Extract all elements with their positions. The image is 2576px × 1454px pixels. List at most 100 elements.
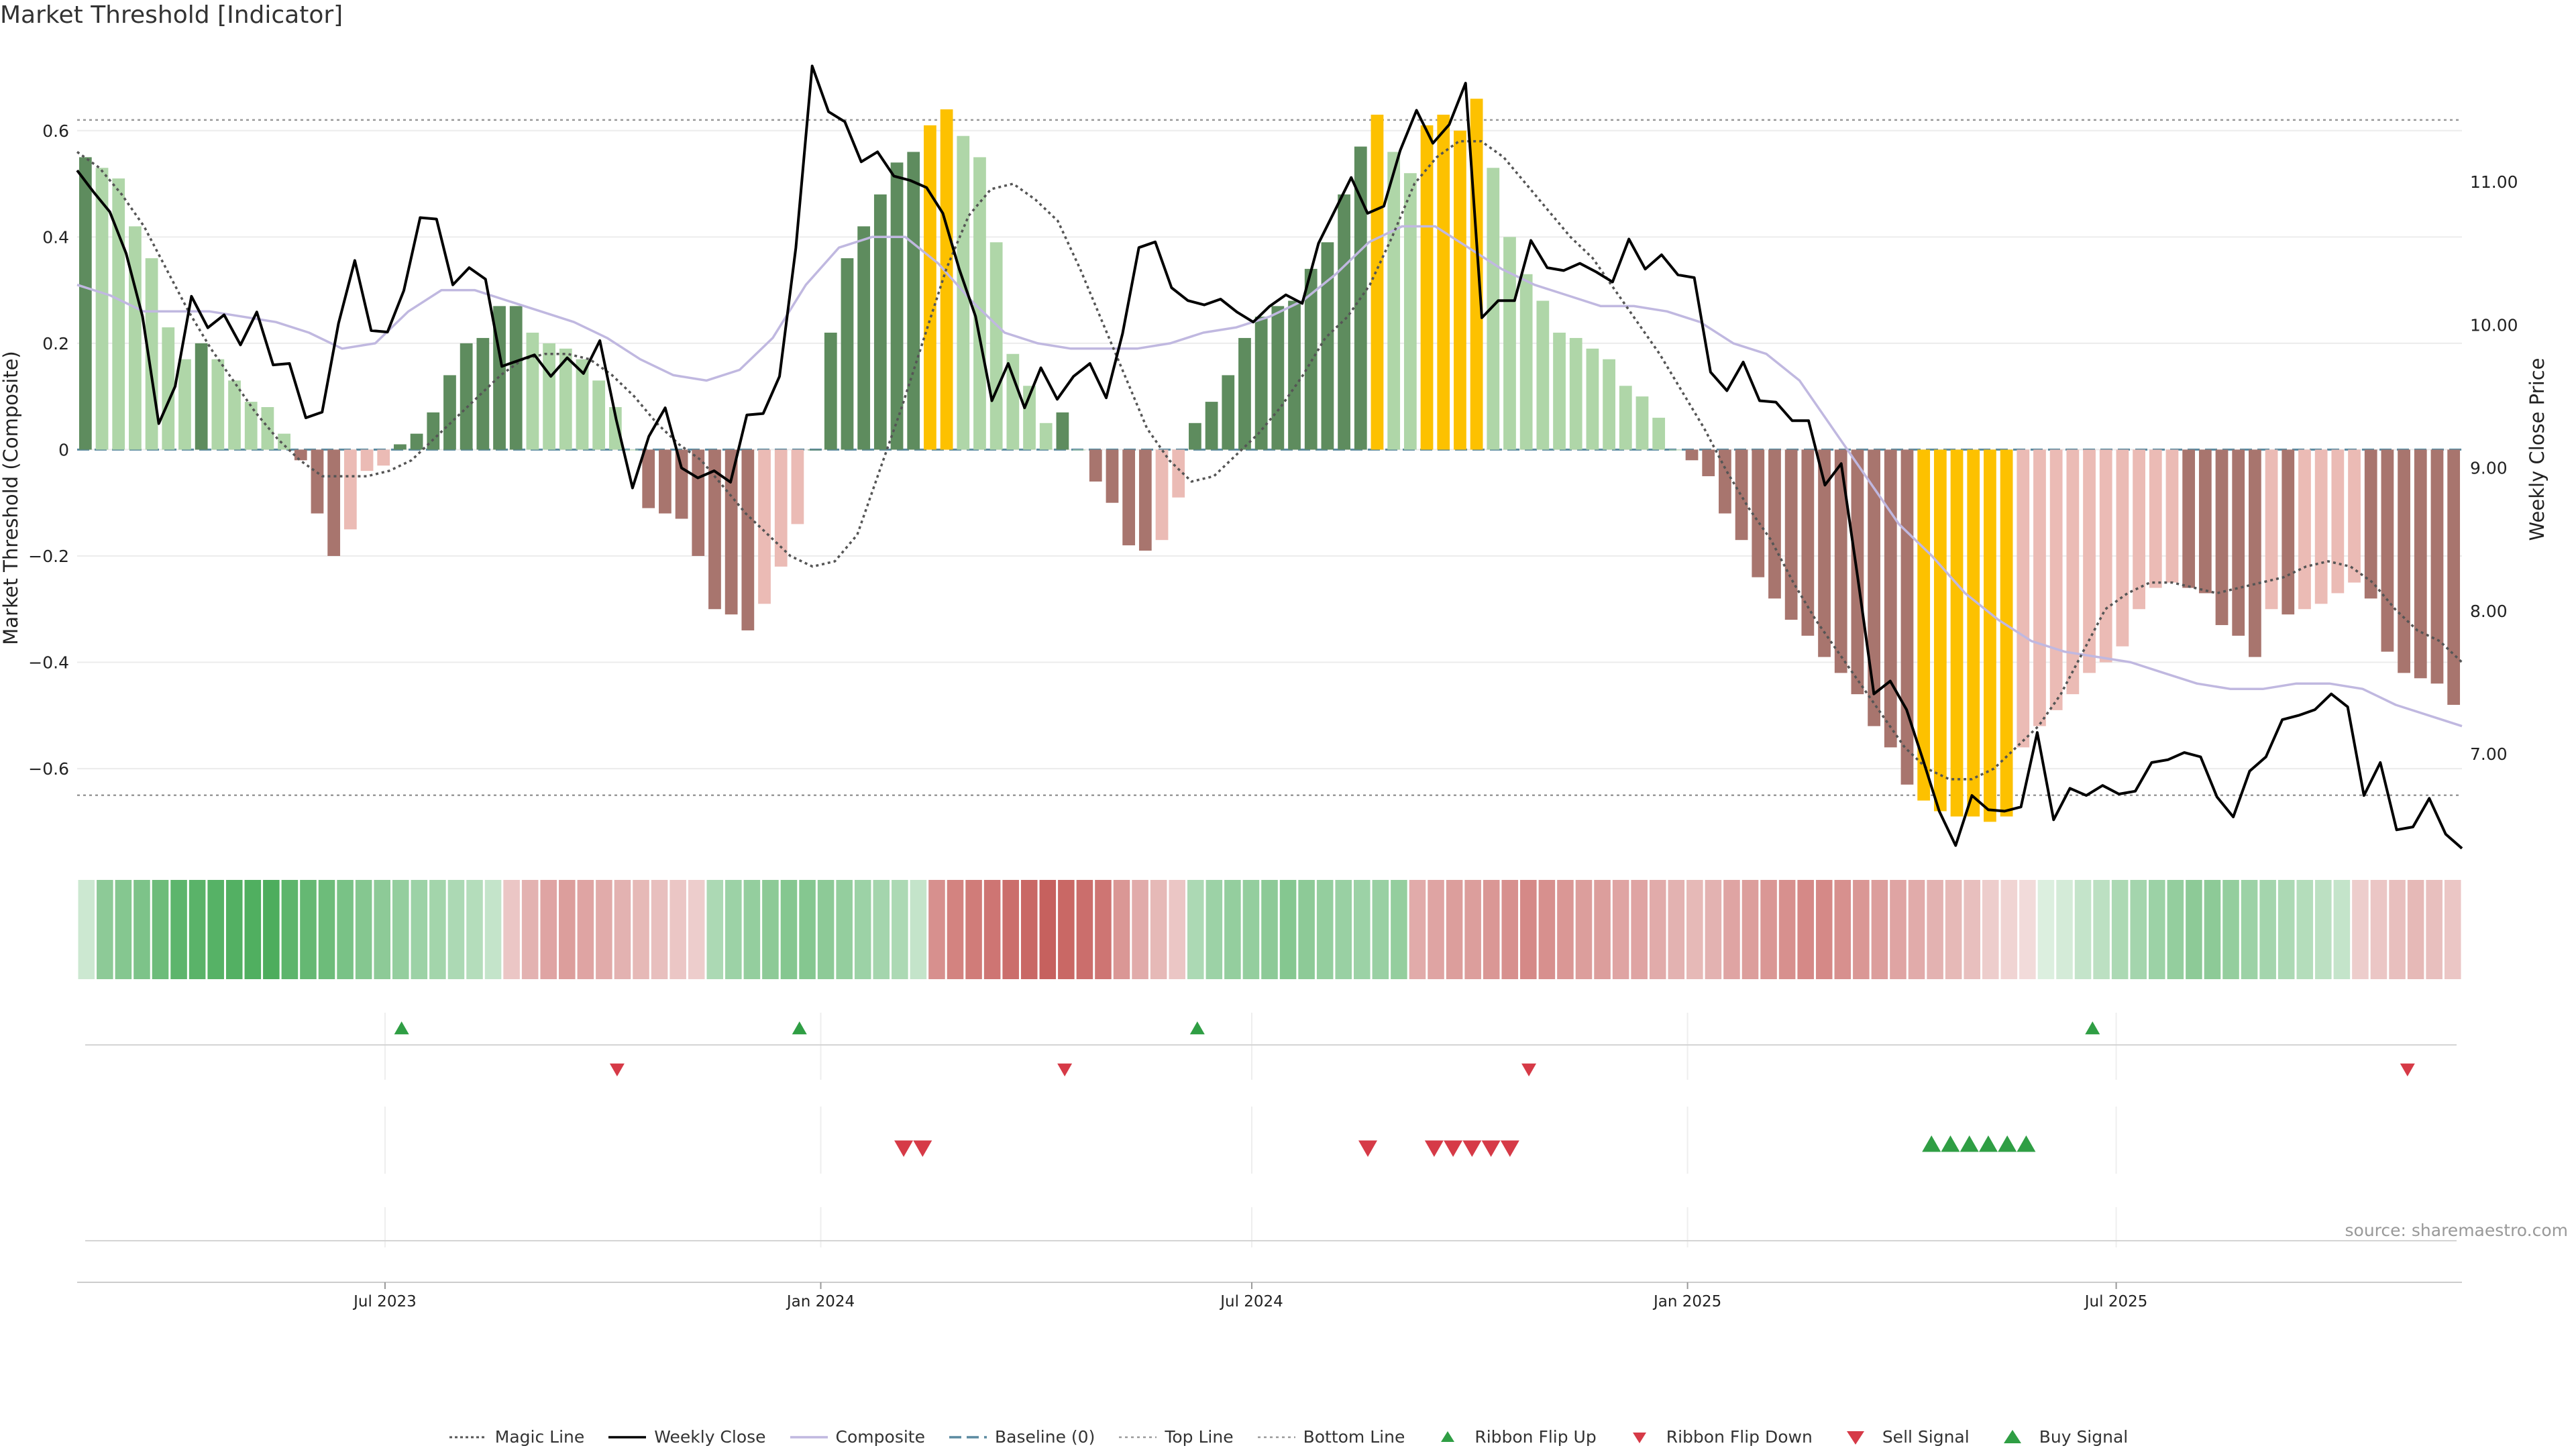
- ribbon-cell: [1298, 880, 1315, 979]
- ribbon-cell: [1741, 880, 1759, 979]
- composite-bar: [675, 449, 688, 519]
- left-tick-label: 0.4: [42, 227, 69, 247]
- buy-signal-marker: [1922, 1135, 1941, 1152]
- composite-bar: [1635, 396, 1649, 450]
- composite-bar: [2381, 449, 2394, 652]
- composite-bar: [1536, 300, 1550, 450]
- composite-bar: [1238, 337, 1251, 450]
- legend-label: Ribbon Flip Down: [1666, 1427, 1813, 1447]
- composite-bar: [228, 380, 241, 450]
- composite-bar: [841, 258, 854, 450]
- composite-bar: [708, 449, 721, 610]
- ribbon-cell: [1834, 880, 1851, 979]
- left-tick-label: 0.6: [42, 121, 69, 141]
- composite-bar: [2298, 449, 2311, 610]
- legend: Magic Line Weekly Close Composite Baseline …: [0, 1427, 2576, 1454]
- legend-label: Ribbon Flip Up: [1474, 1427, 1597, 1447]
- composite-bar: [2198, 449, 2212, 594]
- legend-item: Magic Line: [448, 1427, 584, 1447]
- x-tick-label: Jul 2023: [352, 1293, 417, 1310]
- ribbon-cell: [2444, 880, 2461, 979]
- ribbon-cell: [2019, 880, 2036, 979]
- composite-bar: [1801, 449, 1815, 636]
- ribbon-cell: [614, 880, 631, 979]
- legend-label: Sell Signal: [1882, 1427, 1970, 1447]
- composite-bar: [1603, 359, 1615, 450]
- composite-bar: [1222, 375, 1235, 450]
- ribbon-cell: [1612, 880, 1629, 979]
- composite-bar: [1254, 317, 1268, 450]
- left-tick-label: 0: [58, 440, 69, 459]
- ribbon-cell: [2352, 880, 2369, 979]
- composite-bar: [625, 449, 639, 451]
- ribbon-cell: [1815, 880, 1833, 979]
- sell-signal-marker: [1444, 1140, 1463, 1157]
- composite-bar: [642, 449, 655, 508]
- buy-signal-marker: [1960, 1135, 1979, 1152]
- ribbon-cell: [78, 880, 95, 979]
- ribbon-cell: [207, 880, 224, 979]
- right-axis-title: Weekly Close Price: [2526, 358, 2548, 541]
- composite-bar: [294, 449, 307, 461]
- ribbon-cell: [688, 880, 705, 979]
- legend-symbol-icon: [448, 1429, 488, 1445]
- legend-item: Ribbon Flip Up: [1428, 1427, 1597, 1447]
- composite-bar: [2066, 449, 2080, 695]
- grid-lines: [77, 129, 2462, 1247]
- composite-bar: [509, 306, 523, 450]
- left-tick-label: −0.4: [28, 653, 69, 673]
- composite-bar: [2249, 449, 2261, 657]
- ribbon-cell: [466, 880, 483, 979]
- legend-symbol-icon: [1256, 1429, 1297, 1445]
- legend-item: Buy Signal: [1992, 1427, 2128, 1447]
- composite-bar: [2083, 449, 2096, 673]
- ribbon-cell: [1483, 880, 1500, 979]
- ribbon-cell: [1205, 880, 1223, 979]
- ribbon-cell: [1409, 880, 1426, 979]
- composite-bar: [2331, 449, 2345, 594]
- composite-bar: [1735, 449, 1748, 541]
- composite-bar: [608, 407, 622, 450]
- composite-bar: [973, 157, 986, 450]
- ribbon-cell: [983, 880, 1001, 979]
- ribbon-cell: [559, 880, 576, 979]
- ribbon-cell: [1760, 880, 1777, 979]
- legend-symbol-icon: [1992, 1429, 2033, 1445]
- composite-bar: [394, 444, 407, 450]
- ribbon-cell: [799, 880, 816, 979]
- ribbon-cell: [447, 880, 465, 979]
- composite-bar: [129, 226, 142, 450]
- legend-symbol-icon: [1835, 1429, 1876, 1445]
- ribbon-cell: [1631, 880, 1648, 979]
- ribbon-cell: [1002, 880, 1019, 979]
- ribbon-cell: [1705, 880, 1722, 979]
- composite-bar: [460, 343, 473, 450]
- composite-bar: [791, 449, 804, 524]
- ribbon-cell: [1797, 880, 1814, 979]
- composite-bar: [1917, 449, 1931, 801]
- composite-bar: [2447, 449, 2461, 705]
- composite-bar: [1437, 114, 1450, 450]
- ribbon-cell: [1778, 880, 1796, 979]
- composite-bar: [758, 449, 771, 604]
- ribbon-cell: [355, 880, 372, 979]
- ribbon-flip-down-marker: [2400, 1063, 2415, 1076]
- ribbon-flip-down-marker: [1057, 1063, 1073, 1076]
- sell-signal-marker: [913, 1140, 932, 1157]
- ribbon-cell: [2000, 880, 2018, 979]
- composite-bar: [2116, 449, 2129, 647]
- composite-bar: [2165, 449, 2179, 583]
- legend-symbol-icon: [1619, 1429, 1660, 1445]
- legend-item: Composite: [789, 1427, 925, 1447]
- composite-line: [76, 225, 2463, 728]
- ribbon-cell: [965, 880, 982, 979]
- ribbon-cell: [1538, 880, 1556, 979]
- composite-bar: [1487, 168, 1500, 450]
- ribbon-cell: [133, 880, 150, 979]
- ribbon-cell: [2149, 880, 2165, 979]
- legend-item: Sell Signal: [1835, 1427, 1970, 1447]
- composite-bar: [1553, 333, 1566, 450]
- ribbon-cell: [1187, 880, 1204, 979]
- composite-bar: [890, 162, 904, 450]
